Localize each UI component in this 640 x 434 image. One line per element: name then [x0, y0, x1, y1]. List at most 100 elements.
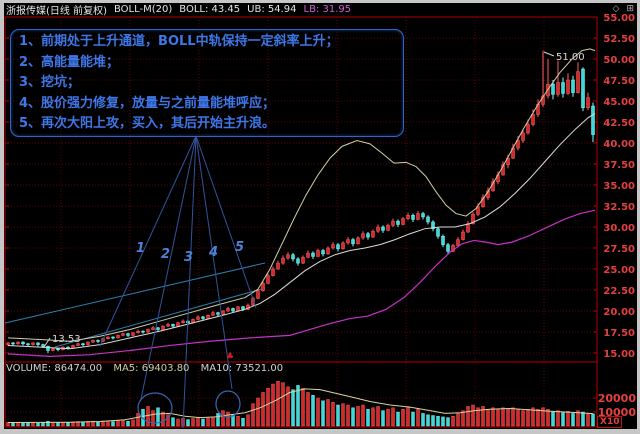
volume-bar: [156, 407, 160, 427]
volume-bar: [486, 409, 490, 427]
candle-up: [516, 140, 520, 149]
candle-up: [306, 252, 310, 258]
boll-mid-value: BOLL: 43.45: [179, 4, 241, 15]
volume-bar: [11, 422, 15, 427]
volume-bar: [136, 413, 140, 427]
price-axis-label: 22.50: [603, 286, 635, 297]
volume-bar: [386, 409, 390, 427]
volume-bar: [536, 409, 540, 427]
candle-down: [441, 235, 445, 245]
volume-bar: [56, 422, 60, 427]
volume-bar: [361, 404, 365, 427]
volume-bar: [26, 422, 30, 427]
volume-bar: [251, 403, 255, 427]
volume-bar: [511, 407, 515, 427]
candle-up: [161, 325, 165, 330]
volume-bar: [196, 417, 200, 427]
fan-number-label: 4: [208, 245, 218, 260]
volume-bar: [301, 388, 305, 427]
trend-channel-line: [4, 262, 266, 324]
volume-bar: [31, 422, 35, 427]
volume-bar: [241, 418, 245, 427]
volume-bar: [546, 409, 550, 427]
candle-down: [11, 342, 15, 345]
event-marker-icon: ♣: [226, 352, 234, 362]
diamond-icon[interactable]: ◇: [612, 4, 620, 14]
volume-highlight-circle: [215, 390, 241, 418]
fan-pointer-line: [195, 135, 233, 390]
candle-up: [276, 262, 280, 270]
volume-bar: [336, 404, 340, 427]
volume-bar: [186, 419, 190, 427]
volume-bar: [576, 410, 580, 427]
volume-bar: [111, 421, 115, 427]
candle-down: [311, 252, 315, 257]
top-info-bar: 浙报传媒(日线 前复权) BOLL-M(20) BOLL: 43.45 UB: …: [6, 3, 634, 17]
candle-up: [301, 256, 305, 264]
candle-up: [6, 342, 10, 345]
candle-up: [286, 254, 290, 259]
boll-mid-band-line: [7, 113, 596, 350]
volume-axis-label: 20000: [598, 392, 637, 405]
candle-up: [401, 218, 405, 225]
volume-bar: [581, 411, 585, 427]
volume-bar: [126, 421, 130, 427]
volume-bar: [541, 407, 545, 427]
volume-bar: [456, 413, 460, 427]
candle-up: [256, 290, 260, 299]
candle-up: [346, 239, 350, 244]
annotation-line-3: 3、挖坑；: [19, 75, 81, 90]
candle-down: [171, 324, 175, 327]
candle-up: [361, 233, 365, 239]
volume-bar: [121, 419, 125, 427]
candle-up: [376, 226, 380, 232]
volume-bar: [271, 383, 275, 427]
volume-bar: [66, 422, 70, 427]
candle-up: [211, 312, 215, 316]
candle-down: [591, 105, 595, 135]
price-axis-label: 25.00: [603, 265, 635, 276]
fan-pointer-line: [195, 135, 257, 309]
candle-up: [576, 71, 580, 93]
volume-bar: [366, 409, 370, 427]
volume-bar: [406, 407, 410, 427]
volume-bar: [421, 413, 425, 427]
volume-bar: [586, 413, 590, 427]
volume-highlight-circle: [137, 392, 173, 424]
volume-bar: [556, 410, 560, 427]
volume-bar: [221, 410, 225, 427]
volume-bar: [441, 416, 445, 427]
low-price-label-pointer: [43, 337, 51, 348]
annotation-line-5: 5、再次大阳上攻，买入，其后开始主升浪。: [19, 116, 276, 131]
price-axis-label: 20.00: [603, 307, 635, 318]
volume-bar: [351, 407, 355, 427]
stock-title: 浙报传媒(日线 前复权): [6, 6, 107, 17]
candle-up: [476, 206, 480, 215]
candle-up: [71, 345, 75, 349]
price-axis-label: 27.50: [603, 244, 635, 255]
candle-up: [166, 324, 170, 327]
volume-bar: [201, 418, 205, 427]
candle-up: [391, 220, 395, 226]
candle-down: [46, 346, 50, 351]
volume-bar: [286, 386, 290, 427]
volume-bar: [461, 410, 465, 427]
volume-bar: [281, 382, 285, 427]
candle-up: [341, 242, 345, 250]
candle-down: [241, 306, 245, 310]
candle-down: [126, 333, 130, 336]
volume-bar: [446, 417, 450, 427]
candle-down: [201, 316, 205, 319]
volume-bar: [471, 404, 475, 427]
volume-bar: [401, 409, 405, 427]
chart-background: [4, 3, 637, 429]
grid-window-icon[interactable]: ⊞: [626, 4, 634, 14]
candle-up: [146, 329, 150, 333]
volume-bar: [306, 392, 310, 427]
candle-up: [586, 97, 590, 108]
price-axis-label: 52.50: [603, 34, 635, 45]
volume-bar: [396, 411, 400, 427]
candle-down: [36, 342, 40, 345]
